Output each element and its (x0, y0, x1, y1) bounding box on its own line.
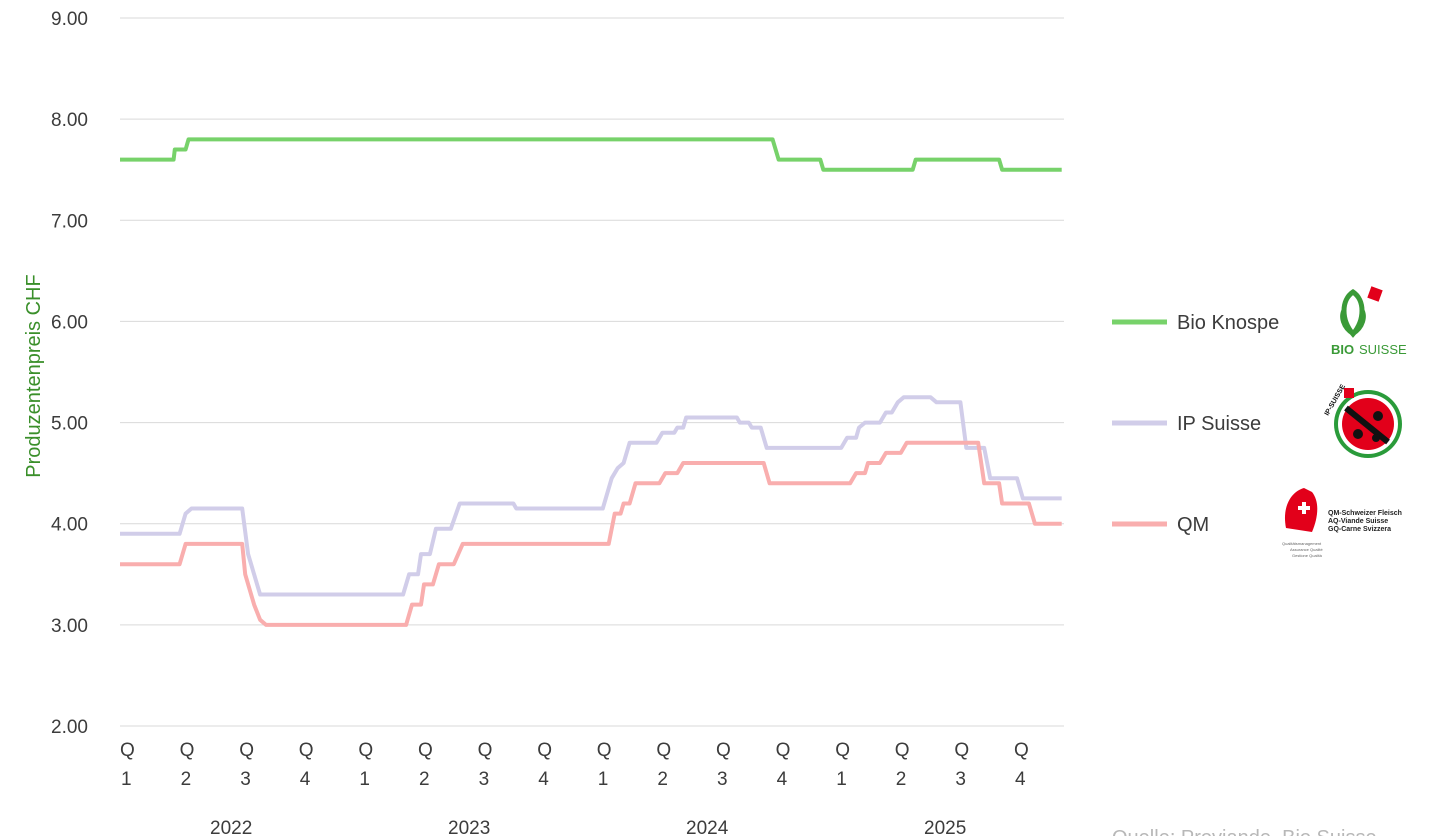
svg-text:QM-Schweizer Fleisch: QM-Schweizer Fleisch (1328, 510, 1402, 517)
x-tick-quarter: Q (656, 740, 671, 761)
x-tick-quarter: Q (1014, 740, 1029, 761)
x-year-label: 2022 (210, 818, 252, 836)
y-tick-label: 7.00 (51, 211, 88, 232)
x-year-label: 2024 (686, 818, 729, 836)
ip-suisse-logo: IP-SUISSE (1324, 383, 1402, 458)
x-tick-number: 4 (538, 769, 549, 790)
legend-label: QM (1177, 514, 1209, 536)
x-tick-number: 2 (896, 769, 907, 790)
x-tick-quarter: Q (239, 740, 254, 761)
x-tick-number: 4 (777, 769, 788, 790)
svg-text:AQ-Viande Suisse: AQ-Viande Suisse (1328, 518, 1388, 525)
x-tick-quarter: Q (537, 740, 552, 761)
x-tick-quarter: Q (299, 740, 314, 761)
svg-text:SUISSE: SUISSE (1359, 342, 1407, 357)
x-tick-number: 4 (300, 769, 311, 790)
x-tick-quarter: Q (418, 740, 433, 761)
x-tick-number: 1 (836, 769, 847, 790)
svg-text:Qualitätsmanagement: Qualitätsmanagement (1282, 541, 1322, 546)
svg-text:GQ-Carne Svizzera: GQ-Carne Svizzera (1328, 526, 1391, 533)
x-tick-quarter: Q (478, 740, 493, 761)
svg-text:BIO: BIO (1331, 342, 1354, 357)
y-tick-label: 9.00 (51, 9, 88, 30)
x-tick-number: 4 (1015, 769, 1026, 790)
series-line-0 (120, 137, 1062, 172)
x-tick-number: 1 (598, 769, 609, 790)
x-tick-quarter: Q (180, 740, 195, 761)
svg-text:Assurance Qualité: Assurance Qualité (1290, 547, 1323, 552)
x-tick-quarter: Q (597, 740, 612, 761)
x-tick-number: 2 (181, 769, 192, 790)
y-tick-label: 4.00 (51, 515, 88, 536)
x-tick-quarter: Q (835, 740, 850, 761)
x-tick-number: 3 (955, 769, 966, 790)
x-year-label: 2025 (924, 818, 966, 836)
x-tick-number: 2 (657, 769, 668, 790)
bio-suisse-logo: BIO SUISSE (1331, 286, 1407, 357)
x-axis-quarter-ticks: Q 1 Q 2 Q 3 Q 4 Q 1 Q 2 Q 3 Q 4 Q 1 Q 2 Q 3 Q 4 Q 1 Q 2 Q 3 Q 4 (120, 740, 1029, 790)
x-tick-quarter: Q (776, 740, 791, 761)
x-tick-quarter: Q (895, 740, 910, 761)
series-line-1 (120, 395, 1062, 597)
x-tick-quarter: Q (358, 740, 373, 761)
series-lines (120, 137, 1062, 627)
y-tick-label: 5.00 (51, 414, 88, 435)
svg-text:Gestione Qualità: Gestione Qualità (1292, 553, 1323, 558)
x-tick-number: 2 (419, 769, 430, 790)
qm-logo: QM-Schweizer Fleisch AQ-Viande Suisse GQ… (1282, 488, 1402, 558)
x-tick-quarter: Q (954, 740, 969, 761)
y-axis-label: Produzentenpreis CHF (23, 274, 45, 477)
x-year-label: 2023 (448, 818, 490, 836)
legend: Bio Knospe IP Suisse QM (1112, 312, 1279, 536)
y-tick-label: 2.00 (51, 717, 88, 738)
x-tick-number: 1 (121, 769, 132, 790)
x-tick-number: 1 (359, 769, 370, 790)
y-axis-ticks: 9.00 8.00 7.00 6.00 5.00 4.00 3.00 2.00 (51, 9, 88, 738)
x-tick-number: 3 (717, 769, 728, 790)
source-note: Quelle: Proviande, Bio Suisse (1112, 827, 1377, 836)
legend-label: IP Suisse (1177, 413, 1261, 435)
series-line-2 (120, 440, 1062, 627)
y-tick-label: 6.00 (51, 312, 88, 333)
y-tick-label: 3.00 (51, 616, 88, 637)
legend-label: Bio Knospe (1177, 312, 1279, 334)
x-tick-quarter: Q (120, 740, 135, 761)
y-tick-label: 8.00 (51, 110, 88, 131)
x-tick-quarter: Q (716, 740, 731, 761)
x-axis-year-labels: 2022 2023 2024 2025 (210, 818, 966, 836)
x-tick-number: 3 (479, 769, 490, 790)
x-tick-number: 3 (240, 769, 251, 790)
